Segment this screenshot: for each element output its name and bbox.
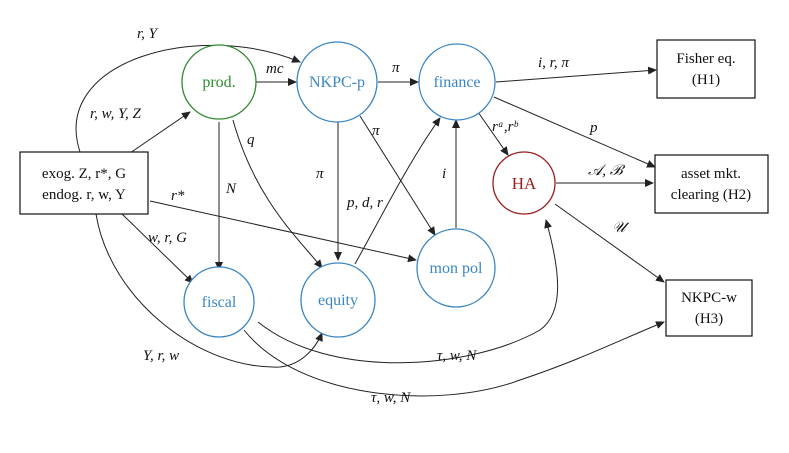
edge-prod-equity [232,119,323,269]
node-finance: finance [418,43,496,121]
label-U: 𝒰 [612,220,630,236]
label-ra-rb: rᵃ,rᵇ [492,119,518,135]
node-mon-pol-circle [416,228,496,308]
node-finance-label: finance [433,74,480,91]
box-exog-line2: endog. r, w, Y [42,187,126,203]
node-fiscal-circle [183,266,255,338]
node-finance-circle [418,43,496,121]
edge-exog-fiscal [121,213,194,284]
edge-exog-prod [129,111,191,154]
node-fiscal: fiscal [183,266,255,338]
edge-exog-monpol [149,200,417,263]
node-mon-pol: mon pol [416,228,496,308]
edge-labels: r, Y r, w, Y, Z mc π i, r, π q N π π p, … [90,26,630,406]
box-asset-line1: asset mkt. [681,166,741,182]
label-Y-r-w: Y, r, w [143,348,179,364]
label-q: q [247,132,255,148]
edge-equity-finance [354,117,441,265]
label-tau-w-N-1: τ, w, N [437,348,477,364]
label-pi-left: π [316,166,324,182]
box-fisher-rect [656,39,756,99]
box-nkpc-w: NKPC-w (H3) [665,279,753,337]
box-exog-line1: exog. Z, r*, G [42,166,126,182]
node-equity-label: equity [318,292,358,309]
edge-ha-nkpcw [554,203,665,283]
label-A-B: 𝒜, ℬ [588,163,626,179]
label-r-w-Y-Z: r, w, Y, Z [90,106,142,122]
edge-exog-nkpcp [75,44,301,153]
node-prod-label: prod. [202,74,235,91]
box-asset-line2: clearing (H2) [671,187,751,203]
label-i: i [442,166,446,182]
node-ha-label: HA [512,174,537,193]
node-mon-pol-label: mon pol [430,260,483,277]
box-asset-mkt: asset mkt. clearing (H2) [654,154,769,214]
box-asset-mkt-rect [654,154,769,214]
edge-finance-fisher [495,66,657,83]
box-nkpc-w-line2: (H3) [695,311,723,327]
label-p: p [589,120,598,136]
node-prod-circle [181,44,257,120]
node-ha-circle [492,151,556,215]
box-exog-endog: exog. Z, r*, G endog. r, w, Y [19,151,149,215]
node-prod: prod. [181,44,257,120]
edge-finance-asset [493,96,656,168]
box-nkpc-w-line1: NKPC-w [681,290,737,306]
node-equity: equity [300,262,376,338]
box-exog-endog-rect [19,151,149,215]
node-nkpc-p-label: NKPC-p [309,74,365,91]
edge-fiscal-nkpcw [243,321,665,397]
edge-fiscal-ha [257,219,559,364]
label-i-r-pi: i, r, π [538,55,569,71]
nodes: prod. NKPC-p finance HA mon pol fiscal e… [181,41,556,338]
label-p-d-r: p, d, r [346,195,383,211]
edge-nkpcp-monpol [359,115,436,236]
label-pi-top: π [392,60,400,76]
box-fisher-line1: Fisher eq. [676,51,735,67]
node-ha: HA [492,151,556,215]
box-fisher-line2: (H1) [692,72,720,88]
edge-exog-equity [95,213,323,368]
node-equity-circle [300,262,376,338]
label-N: N [225,181,237,197]
label-tau-w-N-2: τ, w, N [371,390,411,406]
box-fisher: Fisher eq. (H1) [656,39,756,99]
label-mc: mc [266,61,284,77]
label-r-star: r* [171,188,185,204]
box-nkpc-w-rect [665,279,753,337]
node-nkpc-p: NKPC-p [296,41,378,123]
boxes: exog. Z, r*, G endog. r, w, Y Fisher eq.… [19,39,769,337]
label-w-r-G: w, r, G [148,230,187,246]
node-nkpc-p-circle [296,41,378,123]
label-r-Y: r, Y [137,26,159,42]
edge-finance-ha [477,111,509,156]
edges [75,44,665,397]
node-fiscal-label: fiscal [202,294,237,311]
label-pi-mid: π [372,123,380,139]
